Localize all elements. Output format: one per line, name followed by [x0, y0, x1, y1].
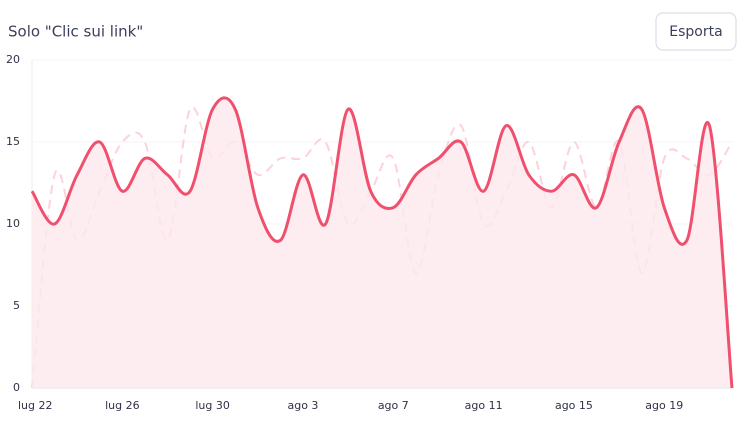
x-tick-label: ago 7	[378, 399, 409, 412]
y-tick-label: 10	[6, 217, 20, 230]
x-tick-label: ago 11	[465, 399, 503, 412]
x-tick-label: ago 15	[555, 399, 593, 412]
line	[30, 96, 734, 389]
export-button-frame[interactable]	[655, 12, 737, 51]
chart-title: Solo "Clic sui link"	[8, 23, 143, 41]
y-tick-label: 15	[6, 135, 20, 148]
y-tick-label: 20	[6, 53, 20, 66]
y-tick-label: 0	[13, 381, 20, 394]
x-tick-label: lug 26	[105, 399, 140, 412]
y-tick-label: 5	[13, 299, 20, 312]
x-tick-label: lug 30	[195, 399, 230, 412]
x-tick-label: lug 22	[18, 399, 53, 412]
export-button[interactable]: Esporta	[669, 24, 722, 40]
x-tick-label: ago 19	[645, 399, 683, 412]
area	[32, 97, 732, 389]
line	[31, 106, 733, 389]
x-tick-label: ago 3	[287, 399, 318, 412]
